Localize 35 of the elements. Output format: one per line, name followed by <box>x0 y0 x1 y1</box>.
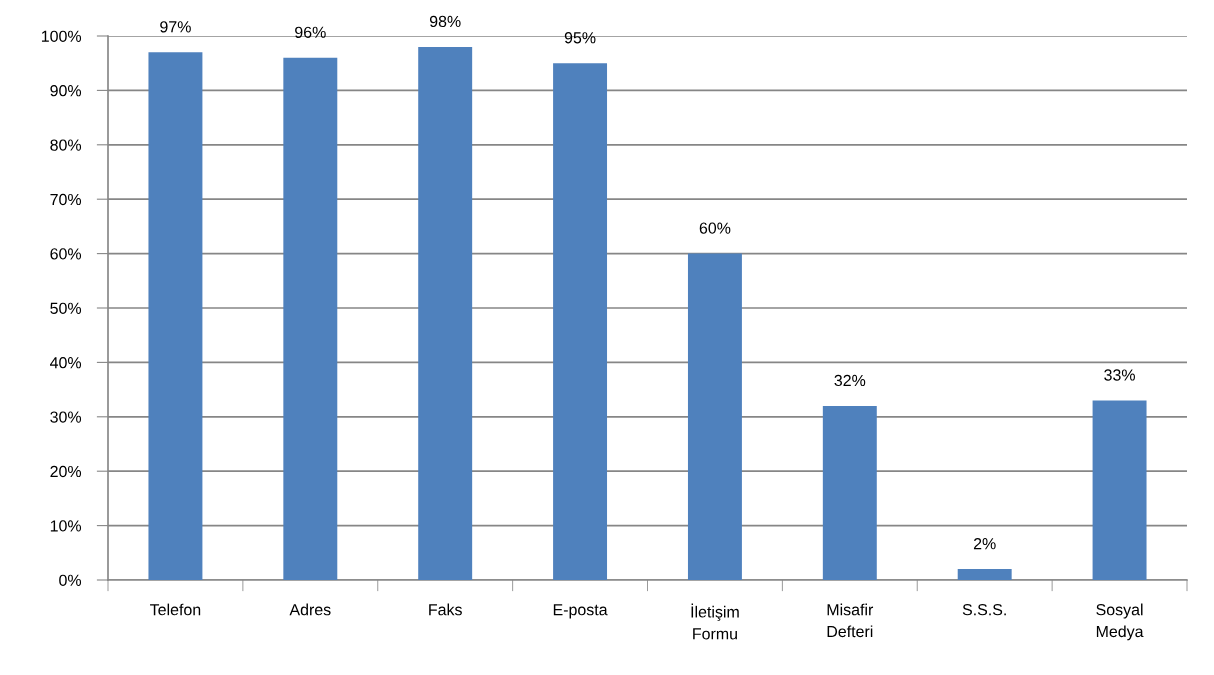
bar <box>148 52 203 580</box>
data-label: 97% <box>160 21 191 33</box>
data-label: 95% <box>564 32 596 44</box>
y-tick-label: 70% <box>50 193 82 206</box>
y-tick-label: 10% <box>50 520 82 532</box>
y-tick-label: 40% <box>50 357 82 369</box>
data-label: 2% <box>973 537 996 550</box>
bar <box>687 253 742 580</box>
y-tick-label: 50% <box>50 302 82 314</box>
y-tick-label: 60% <box>50 248 82 260</box>
x-tick-label: Faks <box>429 603 462 616</box>
y-tick-label: 0% <box>59 574 82 586</box>
bar <box>283 57 338 580</box>
x-tick-label: S.S.S. <box>962 604 1006 616</box>
y-tick-label: 90% <box>50 85 82 97</box>
data-label: 33% <box>1104 369 1135 381</box>
bar <box>418 46 473 580</box>
data-label: 32% <box>834 374 866 387</box>
y-tick-label: 80% <box>50 139 82 151</box>
bar <box>553 63 608 580</box>
data-label: 60% <box>699 222 731 234</box>
y-tick-label: 20% <box>50 465 82 478</box>
x-tick-label: Telefon <box>150 603 201 616</box>
y-tick-label: 100% <box>41 30 82 42</box>
bar <box>957 569 1012 580</box>
bar <box>822 405 877 580</box>
x-tick-label: Misafir Defteri <box>827 603 874 638</box>
bar <box>1092 400 1147 580</box>
y-tick-label: 30% <box>50 411 82 423</box>
x-tick-label: E-posta <box>553 604 608 619</box>
x-tick-label: İletişim Formu <box>691 603 739 640</box>
x-tick-label: Sosyal Medya <box>1096 603 1144 641</box>
data-label: 96% <box>295 26 326 38</box>
x-tick-label: Adres <box>289 603 331 616</box>
data-label: 98% <box>429 15 461 28</box>
